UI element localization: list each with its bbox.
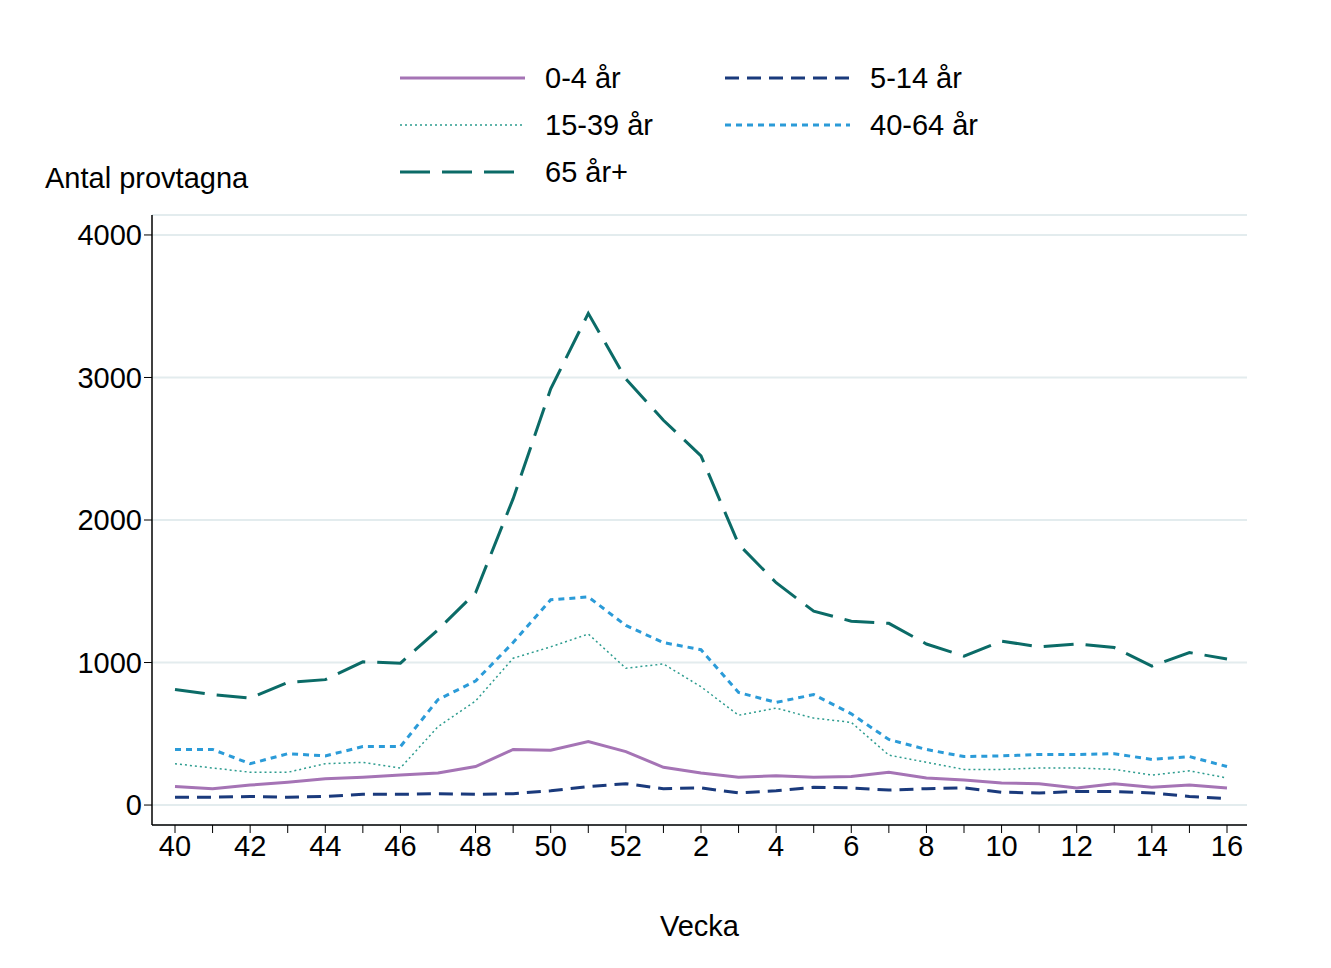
svg-text:4000: 4000 [77,219,142,251]
html-text:65 år+: 65 år+ [545,155,628,188]
svg-text:14: 14 [1136,830,1168,862]
svg-text:50: 50 [535,830,567,862]
svg-text:48: 48 [459,830,491,862]
html-text:40-64 år: 40-64 år [870,108,978,141]
svg-text:2: 2 [693,830,709,862]
svg-text:10: 10 [985,830,1017,862]
html-text:5-14 år: 5-14 år [870,61,962,94]
html-text:15-39 år: 15-39 år [545,108,653,141]
svg-text:16: 16 [1211,830,1243,862]
svg-text:4: 4 [768,830,784,862]
svg-text:0: 0 [126,789,142,821]
svg-text:44: 44 [309,830,341,862]
svg-text:8: 8 [918,830,934,862]
svg-text:1000: 1000 [77,647,142,679]
svg-text:42: 42 [234,830,266,862]
svg-text:40: 40 [159,830,191,862]
svg-text:2000: 2000 [77,504,142,536]
svg-text:12: 12 [1061,830,1093,862]
html-text:Antal provtagna: Antal provtagna [45,162,249,194]
svg-text:46: 46 [384,830,416,862]
svg-text:Vecka: Vecka [660,910,740,942]
html-text:0-4 år: 0-4 år [545,61,621,94]
svg-text:3000: 3000 [77,362,142,394]
svg-text:6: 6 [843,830,859,862]
svg-text:52: 52 [610,830,642,862]
